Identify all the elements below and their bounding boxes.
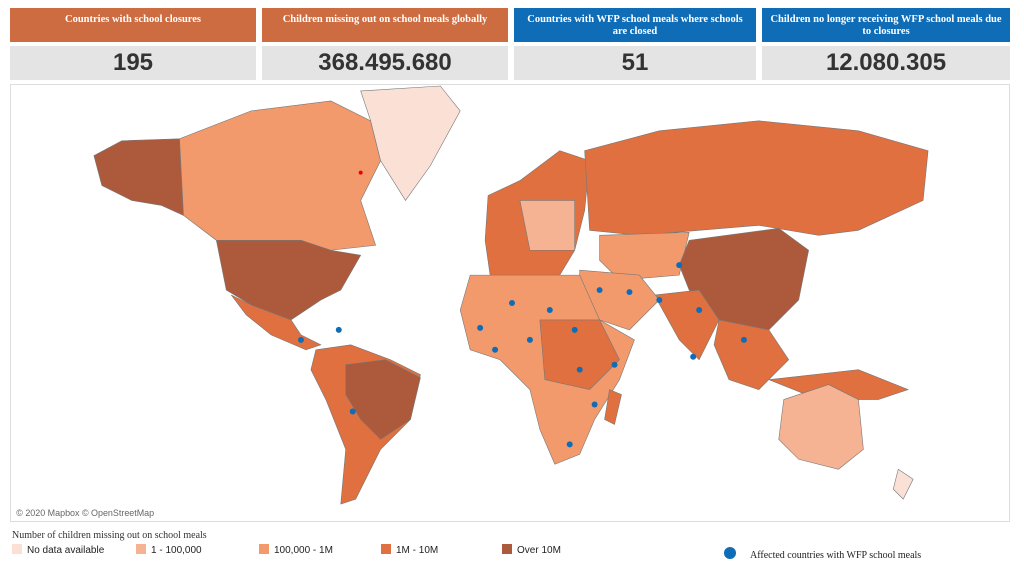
dot [571, 326, 578, 333]
legend-item: 1M - 10M [381, 544, 438, 556]
kpi-card: Children missing out on school meals glo… [262, 8, 508, 80]
dot [509, 300, 515, 306]
dot [696, 306, 703, 313]
legend-item: Affected countries with WFP school meals [724, 547, 921, 561]
kpi-title: Children missing out on school meals glo… [262, 8, 508, 42]
usa [215, 239, 362, 321]
legend-label: 1 - 100,000 [151, 545, 202, 556]
dot [297, 336, 304, 343]
legend-swatch [12, 544, 22, 554]
wfp-dots [297, 262, 747, 448]
madagascar [604, 389, 622, 425]
kpi-value: 51 [514, 46, 756, 80]
legend-title: Number of children missing out on school… [12, 530, 207, 541]
southeast-asia [713, 319, 790, 390]
central-asia [599, 232, 690, 281]
india [653, 289, 720, 361]
map-attribution: © 2020 Mapbox © OpenStreetMap [16, 508, 154, 518]
kpi-value: 368.495.680 [262, 46, 508, 80]
dot [626, 289, 633, 296]
dot [656, 297, 663, 303]
legend-swatch [502, 544, 512, 554]
dot [676, 262, 683, 269]
brazil [345, 359, 421, 440]
mexico [231, 294, 322, 351]
dot [566, 441, 573, 448]
dot [611, 361, 618, 368]
kpi-title: Children no longer receiving WFP school … [762, 8, 1010, 42]
dot [596, 287, 603, 294]
dot [740, 336, 747, 343]
kpi-title: Countries with school closures [10, 8, 256, 42]
dot [335, 326, 342, 333]
eastern-europe [519, 200, 576, 251]
kpi-value: 195 [10, 46, 256, 80]
central-africa [539, 319, 620, 390]
kpi-card: Children no longer receiving WFP school … [762, 8, 1010, 80]
canada [179, 100, 381, 251]
legend-item: 100,000 - 1M [259, 544, 333, 556]
legend-item: No data available [12, 544, 104, 556]
dot [576, 366, 583, 373]
legend-label: Over 10M [517, 545, 561, 556]
dot [546, 306, 553, 313]
greenland [360, 85, 461, 202]
world-map[interactable]: © 2020 Mapbox © OpenStreetMap [10, 84, 1010, 522]
legend-dot [724, 547, 736, 559]
legend-swatch [259, 544, 269, 554]
marker [358, 170, 363, 175]
kpi-value: 12.080.305 [762, 46, 1010, 80]
legend-item: 1 - 100,000 [136, 544, 202, 556]
russia [584, 120, 929, 236]
legend-label: 100,000 - 1M [274, 545, 333, 556]
kpi-card: Countries with WFP school meals where sc… [514, 8, 756, 80]
countries [93, 85, 929, 505]
dot [591, 401, 598, 408]
kpi-title: Countries with WFP school meals where sc… [514, 8, 756, 42]
new-zealand [892, 468, 914, 500]
legend-swatch [381, 544, 391, 554]
kpi-card: Countries with school closures 195 [10, 8, 256, 80]
legend-swatch [136, 544, 146, 554]
legend-label: Affected countries with WFP school meals [750, 550, 922, 561]
alaska [93, 138, 184, 216]
dot [526, 336, 533, 343]
dot [492, 346, 499, 353]
dot [349, 408, 356, 415]
australia [778, 384, 864, 470]
dot [477, 324, 484, 331]
legend-label: 1M - 10M [396, 545, 439, 556]
legend-item: Over 10M [502, 544, 561, 556]
dot [690, 353, 697, 360]
legend-label: No data available [27, 545, 105, 556]
